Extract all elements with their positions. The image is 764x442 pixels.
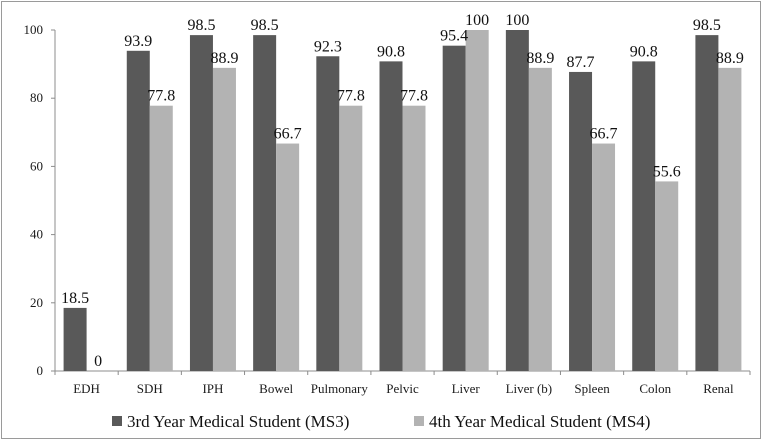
data-label-series-2: 100 — [465, 12, 489, 29]
x-tick-label: IPH — [202, 381, 223, 396]
data-label-series-2: 88.9 — [526, 50, 554, 67]
bar-series-1 — [569, 71, 593, 372]
data-label-series-1: 98.5 — [251, 17, 279, 34]
y-tick-label: 100 — [24, 22, 44, 37]
data-label-series-1: 18.5 — [61, 290, 89, 307]
y-tick-label: 80 — [30, 90, 43, 105]
x-tick-label: Renal — [703, 381, 734, 396]
bar-series-2 — [149, 105, 173, 372]
data-label-series-2: 77.8 — [400, 88, 428, 105]
data-label-series-1: 98.5 — [693, 17, 721, 34]
y-tick-label: 0 — [37, 363, 44, 378]
data-label-series-2: 66.7 — [590, 126, 618, 143]
legend-swatch-series-2 — [414, 416, 424, 426]
data-label-series-2: 66.7 — [274, 126, 302, 143]
x-tick-label: Pulmonary — [311, 381, 369, 396]
bar-series-1 — [505, 30, 529, 371]
data-label-series-2: 77.8 — [147, 88, 175, 105]
x-tick-label: Liver (b) — [506, 381, 553, 396]
bar-series-2 — [402, 105, 426, 372]
bar-series-2 — [339, 105, 363, 372]
data-label-series-1: 100 — [505, 12, 529, 29]
bar-series-1 — [189, 35, 213, 372]
bar-series-2 — [465, 30, 489, 371]
bar-series-1 — [442, 45, 466, 371]
x-tick-label: Bowel — [259, 381, 293, 396]
x-tick-label: SDH — [137, 381, 163, 396]
data-label-series-2: 55.6 — [653, 163, 681, 180]
bar-series-2 — [212, 67, 236, 371]
x-tick-label: Pelvic — [386, 381, 419, 396]
bar-series-1 — [379, 61, 403, 371]
bars — [63, 30, 742, 372]
legend-swatch-series-1 — [112, 416, 122, 426]
bar-series-1 — [126, 50, 150, 372]
x-tick-label: Liver — [452, 381, 481, 396]
data-label-series-1: 98.5 — [187, 17, 215, 34]
x-tick-label: Colon — [639, 381, 671, 396]
bar-series-1 — [63, 307, 87, 371]
bar-series-2 — [528, 67, 552, 371]
data-label-series-1: 95.4 — [440, 28, 468, 45]
bar-series-2 — [718, 67, 742, 371]
data-label-series-1: 92.3 — [314, 38, 342, 55]
x-tick-label: EDH — [73, 381, 100, 396]
legend-label-series-1: 3rd Year Medical Student (MS3) — [127, 412, 349, 431]
legend-label-series-2: 4th Year Medical Student (MS4) — [429, 412, 650, 431]
data-label-series-2: 88.9 — [716, 50, 744, 67]
bar-series-2 — [276, 143, 300, 371]
data-label-series-1: 87.7 — [567, 54, 595, 71]
data-labels: 18.593.998.5 98.592.3 90.895.410087.790.89… — [61, 12, 744, 370]
bar-series-2 — [592, 143, 616, 371]
bar-series-1 — [316, 56, 340, 372]
x-tick-label: Spleen — [574, 381, 610, 396]
y-tick-label: 60 — [30, 158, 43, 173]
data-label-series-2: 77.8 — [337, 88, 365, 105]
bar-series-1 — [253, 35, 277, 372]
data-label-series-1: 93.9 — [124, 33, 152, 50]
data-label-series-2: 88.9 — [210, 50, 238, 67]
y-tick-label: 40 — [30, 227, 43, 242]
data-label-series-1: 90.8 — [630, 43, 658, 60]
bar-series-1 — [695, 35, 719, 372]
data-label-series-2: 0 — [94, 353, 102, 370]
bar-series-1 — [632, 61, 656, 371]
y-tick-label: 20 — [30, 295, 43, 310]
data-label-series-1: 90.8 — [377, 43, 405, 60]
legend: 3rd Year Medical Student (MS3) 4th Year M… — [112, 412, 650, 431]
bar-series-2 — [655, 181, 679, 371]
